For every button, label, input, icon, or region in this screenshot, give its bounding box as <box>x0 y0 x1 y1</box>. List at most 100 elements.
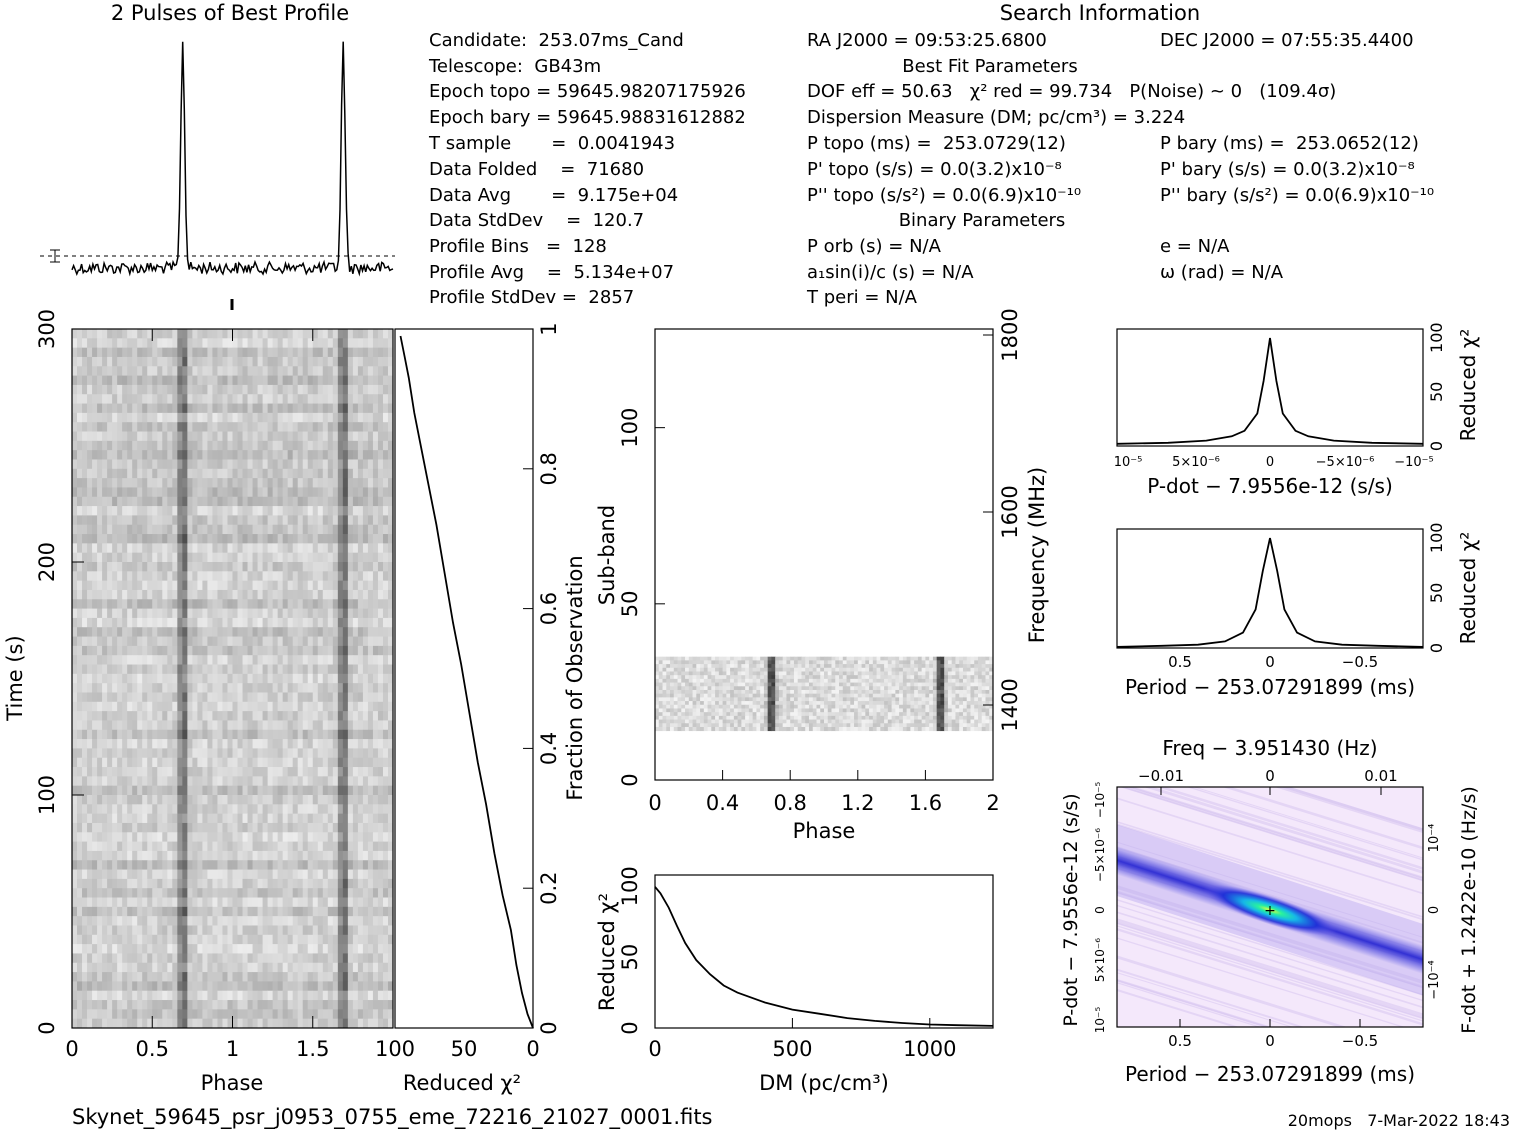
heatmap-cell <box>287 534 294 544</box>
heatmap-cell <box>387 841 394 852</box>
heatmap-cell <box>232 440 238 451</box>
heatmap-cell <box>192 701 198 712</box>
heatmap-cell <box>117 655 123 665</box>
heatmap-cell <box>357 683 364 693</box>
heatmap-cell <box>162 329 168 339</box>
heatmap-cell <box>102 757 108 768</box>
heatmap-cell <box>77 822 83 833</box>
heatmap-cell <box>207 515 213 526</box>
heatmap-cell <box>307 701 314 712</box>
heatmap-cell <box>382 543 389 554</box>
heatmap-cell <box>302 804 309 815</box>
heatmap-cell <box>237 1000 243 1010</box>
heatmap-cell <box>232 664 238 675</box>
heatmap-cell <box>187 552 193 563</box>
heatmap-cell <box>292 664 299 675</box>
heatmap-cell <box>127 711 133 721</box>
heatmap-cell <box>192 617 198 628</box>
heatmap-cell <box>287 617 294 628</box>
heatmap-cell <box>212 990 218 1001</box>
heatmap-cell <box>122 972 128 982</box>
heatmap-cell <box>162 375 168 386</box>
heatmap-cell <box>167 822 173 833</box>
heatmap-cell <box>127 785 133 796</box>
heatmap-cell <box>137 589 143 600</box>
heatmap-cell <box>162 394 168 404</box>
heatmap-cell <box>327 329 334 339</box>
heatmap-cell <box>177 748 183 759</box>
heatmap-cell <box>77 459 83 470</box>
heatmap-cell <box>112 366 118 376</box>
heatmap-cell <box>367 338 374 349</box>
heatmap-cell <box>292 394 299 404</box>
heatmap-cell <box>242 1009 248 1020</box>
heatmap-cell <box>177 664 183 675</box>
heatmap-cell <box>302 366 309 376</box>
heatmap-cell <box>342 720 349 731</box>
heatmap-cell <box>262 478 269 488</box>
heatmap-cell <box>222 524 228 535</box>
heatmap-cell <box>82 534 88 544</box>
heatmap-cell <box>77 767 83 777</box>
heatmap-cell <box>87 729 93 740</box>
heatmap-cell <box>147 962 153 973</box>
heatmap-cell <box>232 711 238 721</box>
heatmap-cell <box>342 580 349 591</box>
heatmap-cell <box>252 953 258 964</box>
heatmap-cell <box>377 850 384 861</box>
heatmap-cell <box>342 366 349 376</box>
heatmap-cell <box>172 841 178 852</box>
heatmap-cell <box>162 813 168 824</box>
heatmap-cell <box>82 431 88 442</box>
heatmap-cell <box>87 850 93 861</box>
heatmap-cell <box>367 580 374 591</box>
heatmap-cell <box>137 571 143 582</box>
heatmap-cell <box>287 729 294 740</box>
heatmap-cell <box>302 729 309 740</box>
heatmap-cell <box>307 869 314 880</box>
heatmap-cell <box>282 375 289 386</box>
heatmap-cell <box>312 916 319 926</box>
heatmap-cell <box>157 757 163 768</box>
heatmap-cell <box>142 506 148 516</box>
heatmap-cell <box>312 664 319 675</box>
heatmap-cell <box>87 692 93 703</box>
heatmap-cell <box>257 487 263 498</box>
heatmap-cell <box>82 897 88 908</box>
heatmap-cell <box>72 412 78 423</box>
heatmap-cell <box>167 552 173 563</box>
heatmap-cell <box>147 878 153 889</box>
heatmap-cell <box>267 403 274 414</box>
heatmap-cell <box>257 347 263 358</box>
heatmap-cell <box>242 543 248 554</box>
heatmap-cell <box>322 934 329 945</box>
heatmap-cell <box>252 431 258 442</box>
heatmap-cell <box>167 459 173 470</box>
heatmap-cell <box>157 450 163 460</box>
heatmap-cell <box>132 627 138 637</box>
heatmap-cell <box>312 645 319 656</box>
heatmap-cell <box>92 412 98 423</box>
heatmap-cell <box>332 366 339 376</box>
heatmap-cell <box>82 496 88 507</box>
heatmap-cell <box>357 822 364 833</box>
subband-cell <box>857 656 862 661</box>
heatmap-cell <box>342 496 349 507</box>
heatmap-cell <box>382 552 389 563</box>
heatmap-cell <box>297 450 304 460</box>
heatmap-cell <box>347 478 354 488</box>
heatmap-cell <box>307 459 314 470</box>
heatmap-cell <box>292 422 299 432</box>
heatmap-cell <box>87 571 93 582</box>
heatmap-cell <box>247 571 253 582</box>
heatmap-cell <box>302 543 309 554</box>
heatmap-cell <box>207 534 213 544</box>
heatmap-cell <box>292 468 299 479</box>
heatmap-cell <box>177 841 183 852</box>
heatmap-cell <box>122 990 128 1001</box>
heatmap-cell <box>357 692 364 703</box>
heatmap-cell <box>102 608 108 619</box>
heatmap-cell <box>152 1009 158 1020</box>
heatmap-cell <box>267 636 274 647</box>
heatmap-cell <box>352 878 359 889</box>
